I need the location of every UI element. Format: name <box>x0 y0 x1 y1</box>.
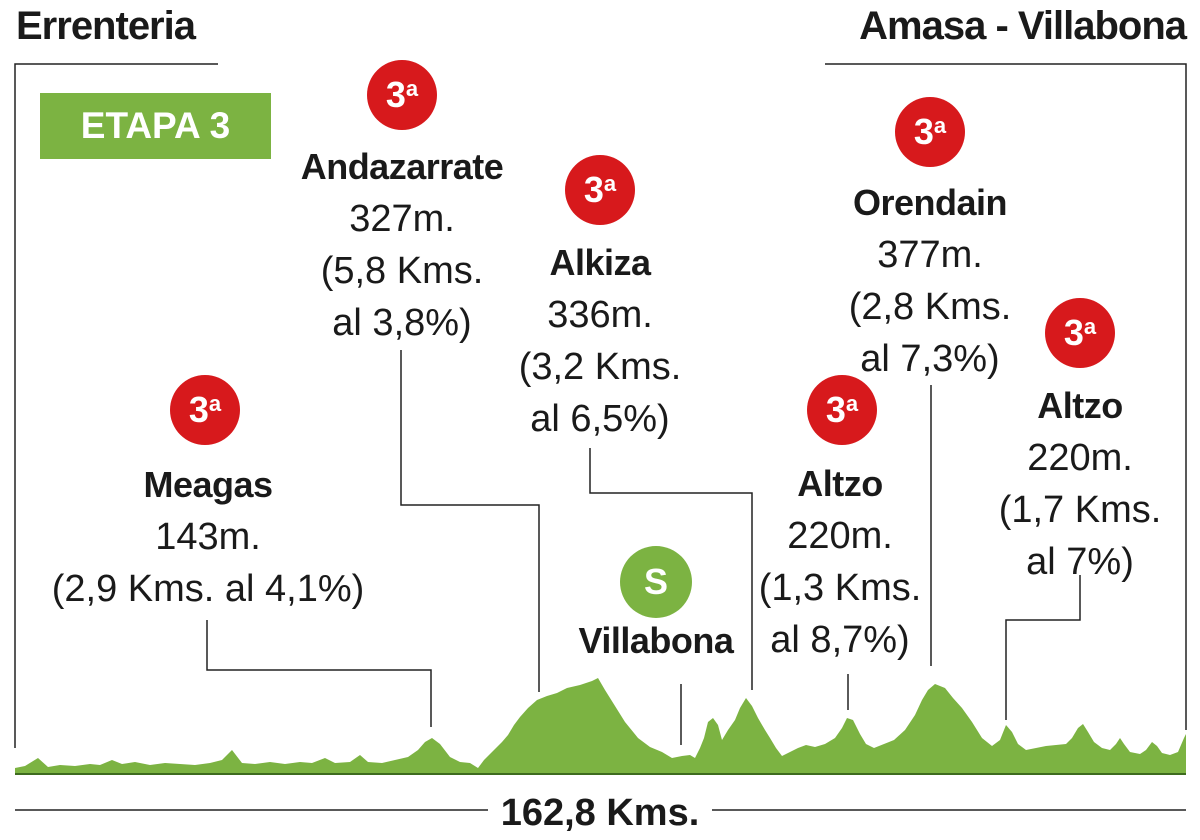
category-badge-altzo-2: 3a <box>1045 298 1115 368</box>
leader-altzo-2 <box>1005 575 1081 720</box>
leader-andazarrate <box>400 350 540 692</box>
category-badge-orendain: 3a <box>895 97 965 167</box>
climb-detail: al 6,5%) <box>530 398 670 440</box>
climb-label-altzo-2: Altzo 220m. (1,7 Kms. al 7%) <box>990 380 1170 588</box>
climb-label-altzo-1: Altzo 220m. (1,3 Kms. al 8,7%) <box>745 458 935 666</box>
finish-city: Amasa - Villabona <box>859 4 1187 48</box>
start-city: Errenteria <box>16 4 196 48</box>
total-distance: 162,8 Kms. <box>500 792 700 834</box>
climb-label-meagas: Meagas 143m. (2,9 Kms. al 4,1%) <box>40 459 376 615</box>
climb-detail: al 7%) <box>1026 541 1134 583</box>
sprint-label: Villabona <box>556 615 756 667</box>
frame-line-right <box>825 63 1187 730</box>
category-badge-altzo-1: 3a <box>807 375 877 445</box>
climb-detail: al 7,3%) <box>860 338 1000 380</box>
climb-altitude: 327m. <box>349 198 455 240</box>
category-badge-andazarrate: 3a <box>367 60 437 130</box>
climb-detail: (2,8 Kms. <box>848 286 1012 328</box>
sprint-name: Villabona <box>578 620 734 661</box>
leader-meagas <box>206 620 432 727</box>
climb-detail: (5,8 Kms. <box>320 250 484 292</box>
climb-detail: al 3,8%) <box>332 302 472 344</box>
climb-label-orendain: Orendain 377m. (2,8 Kms. al 7,3%) <box>830 177 1030 385</box>
climb-name: Meagas <box>143 464 273 505</box>
climb-altitude: 220m. <box>787 515 893 557</box>
category-badge-alkiza: 3a <box>565 155 635 225</box>
climb-label-andazarrate: Andazarrate 327m. (5,8 Kms. al 3,8%) <box>282 141 522 349</box>
stage-badge: ETAPA 3 <box>40 93 271 159</box>
climb-name: Andazarrate <box>300 146 504 187</box>
climb-altitude: 143m. <box>155 516 261 558</box>
climb-name: Alkiza <box>549 242 651 283</box>
frame-line-left <box>14 63 218 748</box>
climb-detail: (1,3 Kms. <box>758 567 922 609</box>
elevation-profile <box>15 678 1186 774</box>
climb-name: Altzo <box>1037 385 1123 426</box>
climb-detail: al 8,7%) <box>770 619 910 661</box>
sprint-badge: S <box>620 546 692 618</box>
leader-alkiza <box>589 448 753 690</box>
climb-altitude: 377m. <box>877 234 983 276</box>
climb-label-alkiza: Alkiza 336m. (3,2 Kms. al 6,5%) <box>500 237 700 445</box>
category-badge-meagas: 3a <box>170 375 240 445</box>
climb-altitude: 336m. <box>547 294 653 336</box>
climb-detail: (1,7 Kms. <box>998 489 1162 531</box>
climb-detail: (3,2 Kms. <box>518 346 682 388</box>
climb-detail: (2,9 Kms. al 4,1%) <box>51 568 365 610</box>
climb-altitude: 220m. <box>1027 437 1133 479</box>
climb-name: Altzo <box>797 463 883 504</box>
climb-name: Orendain <box>852 182 1008 223</box>
